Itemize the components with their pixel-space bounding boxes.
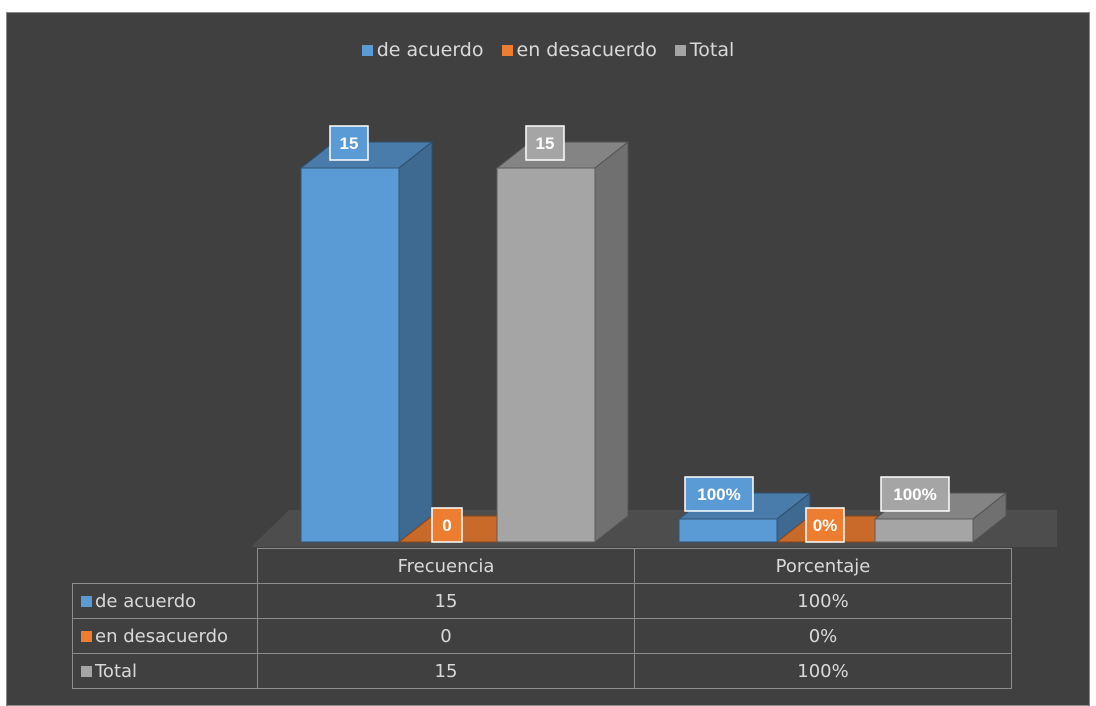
table-cell: 100% (634, 653, 1012, 689)
table-swatch (81, 665, 92, 677)
row-label-text: de acuerdo (95, 590, 197, 612)
data-label-text: 0 (442, 516, 451, 535)
row-label-text: en desacuerdo (95, 625, 229, 647)
legend: de acuerdo en desacuerdo Total (7, 39, 1089, 61)
legend-swatch (674, 44, 686, 56)
data-label-text: 100% (893, 485, 936, 504)
legend-item-total: Total (674, 39, 735, 61)
data-label: 15 (329, 125, 369, 161)
table-row: Total 15 100% (72, 653, 1012, 689)
legend-item-de-acuerdo: de acuerdo (361, 39, 484, 61)
plot-area: 15 0 15 100% 0% 100% (251, 125, 1057, 547)
table-row-label: en desacuerdo (72, 618, 258, 654)
legend-item-en-desacuerdo: en desacuerdo (501, 39, 657, 61)
data-label: 100% (880, 476, 950, 512)
bar (299, 140, 434, 544)
data-table: Frecuencia Porcentaje de acuerdo 15 100%… (72, 548, 1012, 689)
data-label: 0 (431, 507, 463, 543)
data-label-text: 15 (340, 134, 359, 153)
bar (495, 140, 630, 544)
chart-area: de acuerdo en desacuerdo Total 15 0 15 100%… (6, 12, 1090, 706)
data-label: 100% (684, 476, 754, 512)
table-swatch (81, 595, 92, 607)
data-label: 0% (805, 507, 845, 543)
legend-swatch (501, 44, 513, 56)
table-row: en desacuerdo 0 0% (72, 618, 1012, 654)
legend-label: en desacuerdo (516, 39, 657, 61)
table-corner (72, 548, 258, 584)
data-label-text: 0% (813, 516, 838, 535)
table-cell: 0% (634, 618, 1012, 654)
legend-label: de acuerdo (376, 39, 484, 61)
table-header-row: Frecuencia Porcentaje (72, 548, 1012, 584)
table-row-label: Total (72, 653, 258, 689)
data-label: 15 (525, 125, 565, 161)
table-cell: 15 (257, 583, 635, 619)
legend-label: Total (689, 39, 735, 61)
table-cell: 15 (257, 653, 635, 689)
table-cell: 0 (257, 618, 635, 654)
legend-swatch (361, 44, 373, 56)
data-label-text: 100% (697, 485, 740, 504)
table-row: de acuerdo 15 100% (72, 583, 1012, 619)
data-label-text: 15 (536, 134, 555, 153)
table-swatch (81, 630, 92, 642)
table-row-label: de acuerdo (72, 583, 258, 619)
table-cell: 100% (634, 583, 1012, 619)
table-header-porcentaje: Porcentaje (634, 548, 1012, 584)
row-label-text: Total (95, 660, 138, 682)
table-header-frecuencia: Frecuencia (257, 548, 635, 584)
